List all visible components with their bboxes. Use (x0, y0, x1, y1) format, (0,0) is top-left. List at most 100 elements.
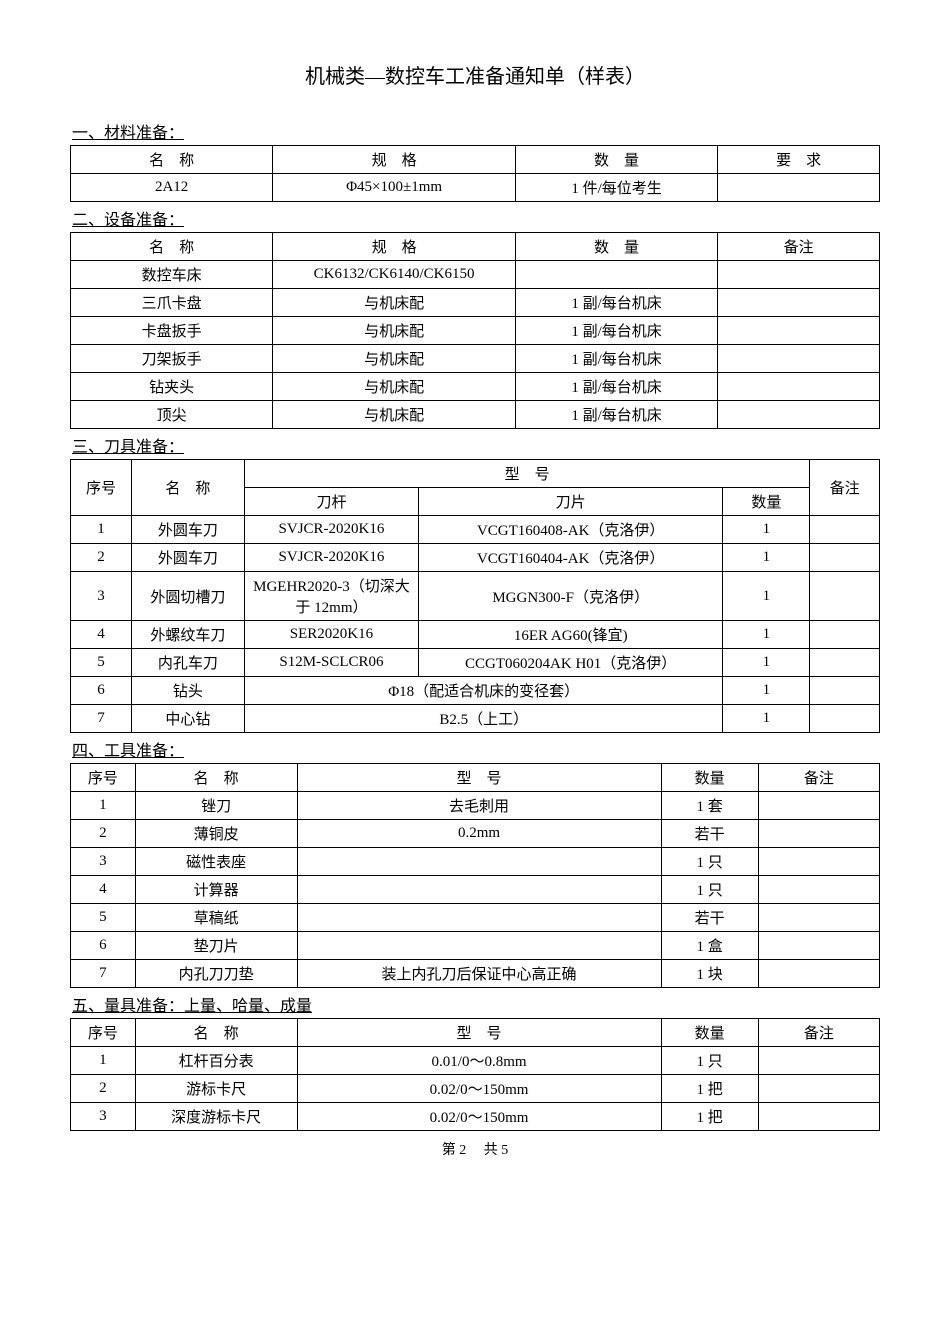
table-header-row: 序号 名 称 型 号 数量 备注 (71, 764, 880, 792)
gauges-table: 序号 名 称 型 号 数量 备注 1杠杆百分表0.01/0～0.8mm1 只 2… (70, 1018, 880, 1131)
table-header-row: 名 称 规 格 数 量 备注 (71, 233, 880, 261)
cell (810, 705, 880, 733)
cell (297, 848, 661, 876)
cell: SVJCR-2020K16 (244, 544, 418, 572)
cell (758, 1103, 879, 1131)
table-row: 2薄铜皮0.2mm若干 (71, 820, 880, 848)
document-page: 机械类—数控车工准备通知单（样表） 一、材料准备： 名 称 规 格 数 量 要 … (0, 0, 950, 1199)
cell: 外圆车刀 (131, 544, 244, 572)
cell: 卡盘扳手 (71, 317, 273, 345)
worktools-table: 序号 名 称 型 号 数量 备注 1锉刀去毛刺用1 套 2薄铜皮0.2mm若干 … (70, 763, 880, 988)
cell: VCGT160408-AK（克洛伊） (418, 516, 722, 544)
cell: 与机床配 (273, 317, 516, 345)
cell: 1 块 (661, 960, 758, 988)
cell: 游标卡尺 (135, 1075, 297, 1103)
cell (718, 317, 880, 345)
table-row: 2外圆车刀SVJCR-2020K16VCGT160404-AK（克洛伊）1 (71, 544, 880, 572)
cell: MGEHR2020-3（切深大于 12mm） (244, 572, 418, 621)
cell (758, 820, 879, 848)
cell: 6 (71, 677, 132, 705)
table-row: 7内孔刀刀垫装上内孔刀后保证中心高正确1 块 (71, 960, 880, 988)
cell (718, 401, 880, 429)
cell: 1 套 (661, 792, 758, 820)
page-title: 机械类—数控车工准备通知单（样表） (70, 60, 880, 89)
cell: 计算器 (135, 876, 297, 904)
section4-heading: 四、工具准备： (70, 737, 880, 761)
cell: 1 把 (661, 1103, 758, 1131)
col-remark: 备注 (758, 1019, 879, 1047)
cell (718, 345, 880, 373)
col-qty: 数 量 (515, 233, 717, 261)
cell: 深度游标卡尺 (135, 1103, 297, 1131)
cell: 5 (71, 649, 132, 677)
cell: 1 副/每台机床 (515, 317, 717, 345)
cell: 锉刀 (135, 792, 297, 820)
table-row: 2A12 Φ45×100±1mm 1 件/每位考生 (71, 174, 880, 202)
cell: 2 (71, 820, 136, 848)
cell: 2 (71, 1075, 136, 1103)
cell: 1 (71, 1047, 136, 1075)
table-row: 1外圆车刀SVJCR-2020K16VCGT160408-AK（克洛伊）1 (71, 516, 880, 544)
cell: SER2020K16 (244, 621, 418, 649)
cell: 1 把 (661, 1075, 758, 1103)
cell: 0.01/0～0.8mm (297, 1047, 661, 1075)
cell: 0.02/0～150mm (297, 1075, 661, 1103)
cell: 1 (723, 649, 810, 677)
cell: CCGT060204AK H01（克洛伊） (418, 649, 722, 677)
table-row: 5内孔车刀S12M-SCLCR06CCGT060204AK H01（克洛伊）1 (71, 649, 880, 677)
col-qty: 数量 (723, 488, 810, 516)
cell: 中心钻 (131, 705, 244, 733)
table-row: 数控车床CK6132/CK6140/CK6150 (71, 261, 880, 289)
col-req: 要 求 (718, 146, 880, 174)
cell: 与机床配 (273, 289, 516, 317)
cell: 2 (71, 544, 132, 572)
cell: Φ45×100±1mm (273, 174, 516, 202)
cell: Φ18（配适合机床的变径套） (244, 677, 722, 705)
cell (718, 289, 880, 317)
cell: 1 (71, 516, 132, 544)
cell: 3 (71, 848, 136, 876)
col-name: 名 称 (71, 233, 273, 261)
cell: 0.02/0～150mm (297, 1103, 661, 1131)
cell: 磁性表座 (135, 848, 297, 876)
cell (758, 1047, 879, 1075)
tools-table: 序号 名 称 型 号 备注 刀杆 刀片 数量 1外圆车刀SVJCR-2020K1… (70, 459, 880, 733)
cell: 4 (71, 621, 132, 649)
cell: SVJCR-2020K16 (244, 516, 418, 544)
cell: 与机床配 (273, 401, 516, 429)
col-spec: 规 格 (273, 233, 516, 261)
col-blade: 刀片 (418, 488, 722, 516)
cell: 与机床配 (273, 373, 516, 401)
cell (810, 516, 880, 544)
cell (297, 876, 661, 904)
cell: 垫刀片 (135, 932, 297, 960)
col-bar: 刀杆 (244, 488, 418, 516)
cell (810, 621, 880, 649)
cell (758, 848, 879, 876)
table-header-row: 序号 名 称 型 号 备注 (71, 460, 880, 488)
cell: 0.2mm (297, 820, 661, 848)
cell: 2A12 (71, 174, 273, 202)
cell: 7 (71, 705, 132, 733)
materials-table: 名 称 规 格 数 量 要 求 2A12 Φ45×100±1mm 1 件/每位考… (70, 145, 880, 202)
cell: 7 (71, 960, 136, 988)
col-remark: 备注 (758, 764, 879, 792)
cell: 薄铜皮 (135, 820, 297, 848)
cell (758, 792, 879, 820)
cell (758, 1075, 879, 1103)
cell: 1 副/每台机床 (515, 345, 717, 373)
cell: S12M-SCLCR06 (244, 649, 418, 677)
cell: 钻头 (131, 677, 244, 705)
section2-heading: 二、设备准备： (70, 206, 880, 230)
table-row: 1杠杆百分表0.01/0～0.8mm1 只 (71, 1047, 880, 1075)
cell: 杠杆百分表 (135, 1047, 297, 1075)
cell (718, 373, 880, 401)
cell (758, 960, 879, 988)
section1-heading: 一、材料准备： (70, 119, 880, 143)
cell: 3 (71, 1103, 136, 1131)
col-model: 型 号 (297, 1019, 661, 1047)
table-row: 4计算器1 只 (71, 876, 880, 904)
cell: 数控车床 (71, 261, 273, 289)
cell: 1 (723, 705, 810, 733)
equipment-table: 名 称 规 格 数 量 备注 数控车床CK6132/CK6140/CK6150 … (70, 232, 880, 429)
